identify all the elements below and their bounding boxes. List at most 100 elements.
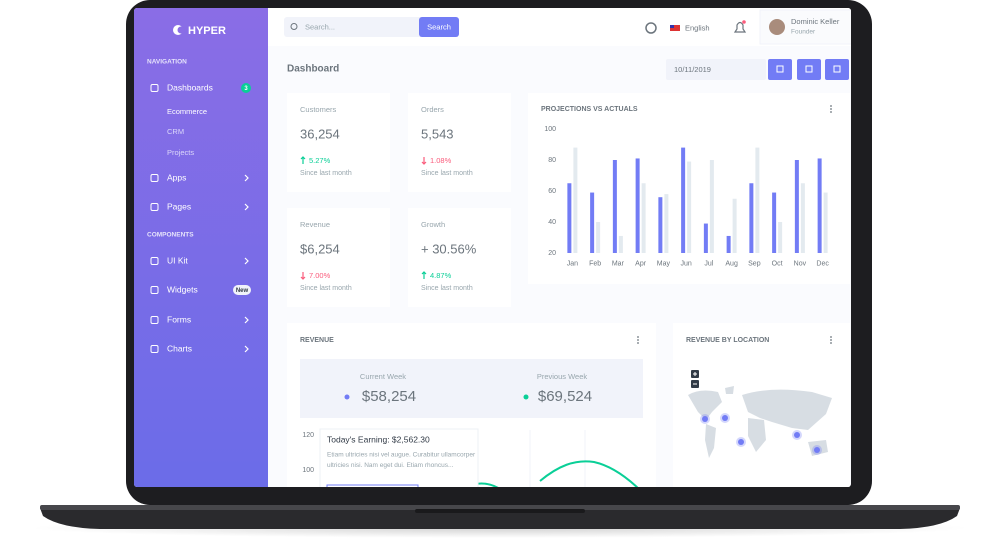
bar	[794, 160, 799, 253]
submenu-item[interactable]: Ecommerce	[167, 107, 207, 116]
zoom-sign	[693, 372, 697, 376]
bar	[772, 192, 777, 253]
date-input[interactable]	[666, 59, 766, 80]
stat-change: 4.87%	[430, 271, 452, 280]
menu-item[interactable]: Widgets	[167, 284, 198, 294]
bar	[755, 147, 760, 253]
menu-dot	[830, 342, 832, 344]
menu-icon	[150, 316, 159, 324]
bar	[664, 194, 669, 253]
menu-item[interactable]: Dashboards	[167, 82, 213, 92]
menu-dot	[637, 339, 639, 341]
bar	[641, 183, 646, 253]
toolbar-button[interactable]	[825, 59, 849, 80]
x-tick-label: Jan	[567, 260, 578, 267]
menu-icon	[150, 345, 159, 353]
search-button[interactable]	[419, 17, 459, 37]
base-notch	[415, 509, 585, 513]
flag-icon	[670, 25, 680, 31]
menu-item[interactable]: Forms	[167, 314, 191, 324]
bar	[778, 222, 783, 253]
stat-change: 5.27%	[309, 156, 331, 165]
bar	[687, 161, 692, 253]
revenue-y-label: 100	[302, 467, 314, 474]
submenu-item[interactable]: CRM	[167, 127, 184, 136]
y-tick-label: 60	[548, 188, 556, 195]
date: 10/11/2019	[674, 65, 711, 74]
stat-label: Orders	[421, 105, 444, 114]
stat-change: 1.08%	[430, 156, 452, 165]
menu-dot	[830, 336, 832, 338]
search-placeholder: Search...	[305, 22, 335, 31]
card-title: REVENUE BY LOCATION	[686, 337, 769, 344]
search-box[interactable]	[284, 17, 424, 37]
section-title: COMPONENTS	[147, 232, 194, 239]
earning-tooltip	[319, 428, 479, 487]
bar	[635, 158, 640, 253]
x-tick-label: Jul	[704, 260, 713, 267]
week-value: $58,254	[362, 388, 416, 405]
user-role: Founder	[791, 29, 816, 36]
bar	[709, 160, 714, 253]
menu-dot	[830, 339, 832, 341]
x-tick-label: May	[657, 260, 671, 267]
chevron	[244, 257, 249, 265]
legend-dot	[523, 394, 529, 400]
bell-icon[interactable]	[733, 21, 747, 33]
x-tick-label: Aug	[725, 260, 738, 267]
chevron	[244, 316, 249, 324]
menu-item[interactable]: Pages	[167, 201, 191, 211]
revenue-y-label: 120	[302, 432, 314, 439]
base-edge	[40, 505, 960, 510]
menu-dot	[830, 111, 832, 113]
menu-dot	[830, 105, 832, 107]
toolbar-button[interactable]	[797, 59, 821, 80]
badge-text: New	[236, 288, 249, 294]
menu-item[interactable]: Apps	[167, 172, 186, 182]
toolbar-icon	[776, 65, 784, 73]
earning-text: ultricies nisi. Nam eget dui. Etiam rhon…	[327, 462, 454, 469]
map-marker[interactable]	[738, 439, 744, 445]
bar	[800, 183, 805, 253]
bar	[732, 198, 737, 253]
chevron	[244, 203, 249, 211]
map-marker[interactable]	[722, 415, 728, 421]
menu-dot	[637, 342, 639, 344]
week-label: Current Week	[360, 372, 406, 381]
revenue-line	[461, 460, 643, 487]
menu-item[interactable]: UI Kit	[167, 255, 188, 265]
stat-note: Since last month	[300, 170, 352, 177]
trend-arrow	[421, 157, 427, 165]
menu-item[interactable]: Charts	[167, 343, 192, 353]
x-tick-label: Nov	[794, 260, 807, 267]
chevron	[244, 345, 249, 353]
bar	[749, 183, 754, 253]
map-region	[748, 418, 766, 452]
submenu-item[interactable]: Projects	[167, 148, 194, 157]
map-region	[688, 390, 722, 420]
x-tick-label: Mar	[612, 260, 625, 267]
map-marker[interactable]	[794, 432, 800, 438]
menu-icon	[150, 257, 159, 265]
stat-card	[287, 93, 390, 192]
card-title: REVENUE	[300, 337, 334, 344]
logo-icon-inner	[177, 26, 185, 34]
settings-icon[interactable]	[645, 22, 657, 34]
toolbar-button[interactable]	[768, 59, 792, 80]
language[interactable]: English	[685, 23, 710, 32]
stat-note: Since last month	[300, 285, 352, 292]
x-tick-label: Dec	[816, 260, 829, 267]
stat-note: Since last month	[421, 285, 473, 292]
bar	[817, 158, 822, 253]
map-marker[interactable]	[702, 416, 708, 422]
stat-label: Revenue	[300, 220, 330, 229]
map-region	[705, 424, 716, 458]
stat-note: Since last month	[421, 170, 473, 177]
stat-change: 7.00%	[309, 271, 331, 280]
stat-label: Growth	[421, 220, 445, 229]
map-marker[interactable]	[814, 447, 820, 453]
x-tick-label: Feb	[589, 260, 601, 267]
stat-value: 5,543	[421, 126, 454, 141]
bar	[612, 160, 617, 253]
